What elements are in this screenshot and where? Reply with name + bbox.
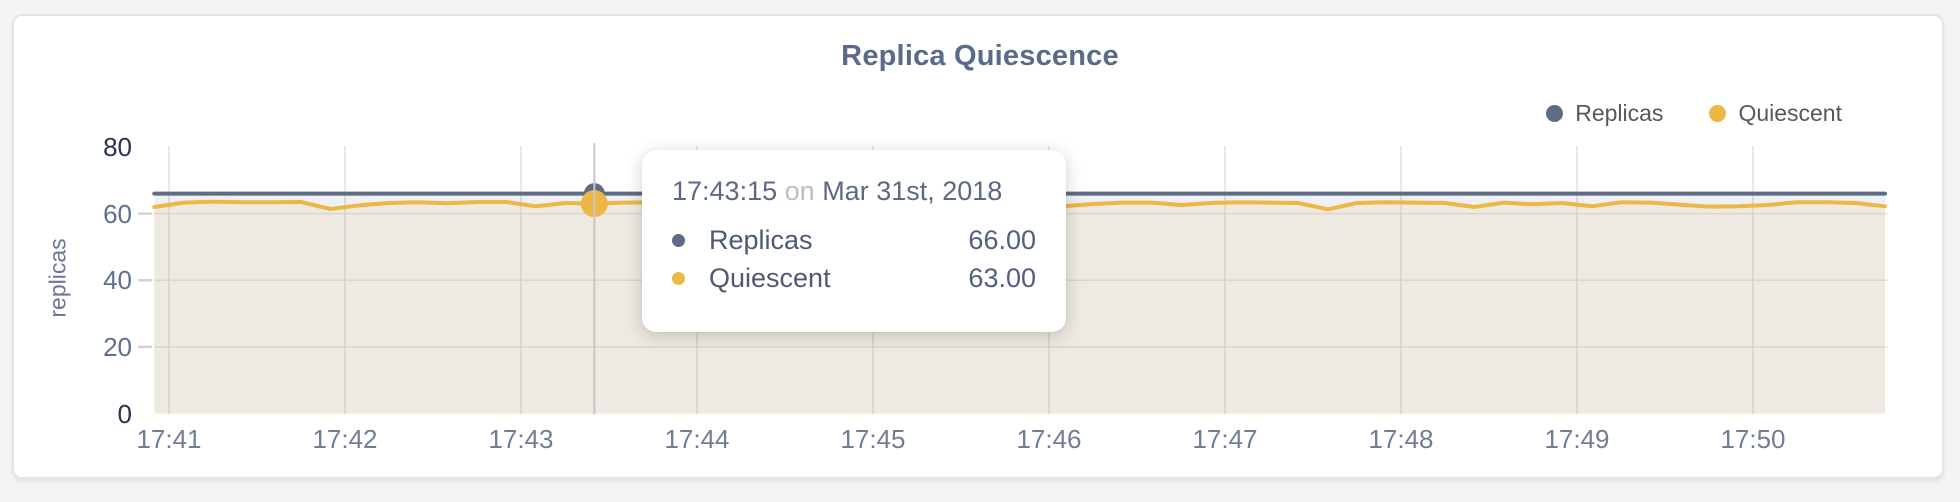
chart-title: Replica Quiescence <box>841 40 1119 72</box>
x-axis-tick-label: 17:47 <box>1192 424 1258 454</box>
tooltip-label-replicas: Replicas <box>709 224 813 255</box>
x-axis-tick-label: 17:46 <box>1016 424 1082 454</box>
chart-legend: Replicas Quiescent <box>1546 100 1842 127</box>
tooltip-time: 17:43:15 <box>672 176 778 206</box>
chart-tooltip: 17:43:15 on Mar 31st, 2018 Replicas 66.0… <box>642 150 1066 332</box>
legend-dot-quiescent-icon <box>1709 105 1727 122</box>
x-axis-tick-label: 17:45 <box>840 424 906 454</box>
tooltip-row-replicas: Replicas 66.00 <box>672 221 1036 259</box>
legend-item-replicas[interactable]: Replicas <box>1546 100 1663 127</box>
tooltip-label-quiescent: Quiescent <box>709 262 831 293</box>
tooltip-value-replicas: 66.00 <box>968 224 1036 255</box>
y-axis-tick-label: 60 <box>103 198 132 229</box>
legend-label-replicas: Replicas <box>1575 100 1664 126</box>
x-axis-tick-label: 17:50 <box>1720 424 1786 454</box>
x-axis-tick-label: 17:44 <box>664 424 730 454</box>
y-axis-tick-label: 0 <box>117 398 132 429</box>
tooltip-timestamp: 17:43:15 on Mar 31st, 2018 <box>672 176 1036 207</box>
tooltip-row-quiescent: Quiescent 63.00 <box>672 259 1036 297</box>
tooltip-dot-quiescent-icon <box>672 271 685 285</box>
y-axis-tick-label: 40 <box>103 265 132 296</box>
x-axis-tick-label: 17:48 <box>1368 424 1434 454</box>
y-axis-tick-label: 20 <box>103 331 132 362</box>
legend-item-quiescent[interactable]: Quiescent <box>1709 100 1842 127</box>
tooltip-connector: on <box>784 176 815 206</box>
legend-label-quiescent: Quiescent <box>1738 100 1842 126</box>
tooltip-value-quiescent: 63.00 <box>968 262 1036 293</box>
x-axis-tick-label: 17:41 <box>136 424 202 454</box>
x-axis-tick-label: 17:42 <box>312 424 378 454</box>
y-axis-tick-label: 80 <box>103 132 132 162</box>
legend-dot-replicas-icon <box>1546 105 1564 122</box>
x-axis-tick-label: 17:49 <box>1544 424 1610 454</box>
tooltip-dot-replicas-icon <box>672 233 685 247</box>
tooltip-date: Mar 31st, 2018 <box>822 176 1003 206</box>
x-axis-tick-label: 17:43 <box>488 424 554 454</box>
